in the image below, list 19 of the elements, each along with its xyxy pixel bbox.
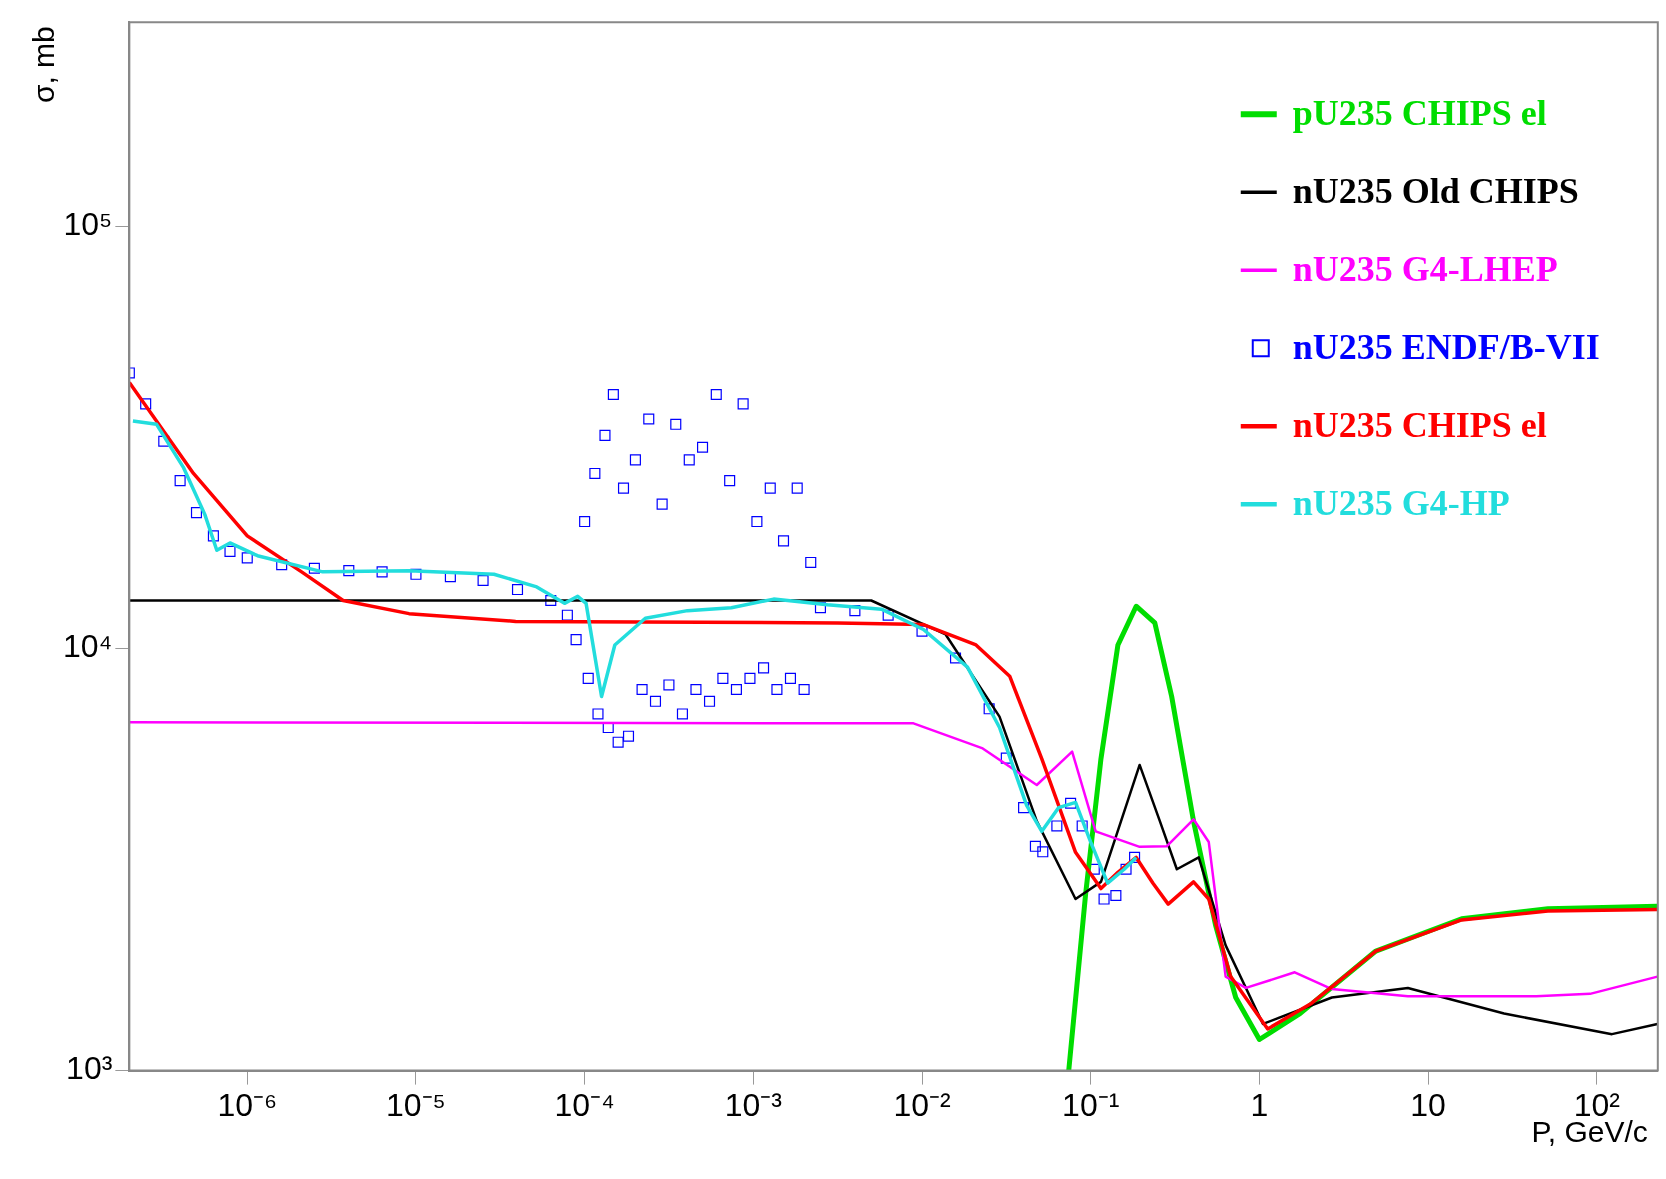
x-tick-label: 1 <box>1250 1086 1269 1123</box>
legend-label: nU235 Old CHIPS <box>1292 171 1579 212</box>
x-tick-label: 10⁻² <box>893 1086 951 1123</box>
x-tick-label: 10⁻⁴ <box>554 1086 615 1123</box>
y-tick-label: 10⁵ <box>63 206 113 243</box>
y-axis-title: σ, mb <box>27 26 61 104</box>
x-tick-label: 10⁻⁵ <box>386 1086 446 1123</box>
legend-label: nU235 ENDF/B-VII <box>1292 327 1600 368</box>
legend-label: nU235 CHIPS el <box>1292 405 1547 446</box>
y-tick-label: 10³ <box>66 1050 113 1087</box>
x-tick-label: 10² <box>1573 1086 1621 1123</box>
x-tick-label: 10⁻⁶ <box>217 1086 278 1123</box>
x-tick-label: 10⁻³ <box>724 1086 783 1123</box>
legend-label: pU235 CHIPS el <box>1292 93 1547 134</box>
legend-label: nU235 G4-HP <box>1292 483 1510 524</box>
legend-label: nU235 G4-LHEP <box>1292 249 1558 290</box>
y-tick-label: 10⁴ <box>63 628 113 665</box>
x-tick-label: 10⁻¹ <box>1062 1086 1120 1123</box>
x-tick-label: 10 <box>1410 1086 1446 1123</box>
